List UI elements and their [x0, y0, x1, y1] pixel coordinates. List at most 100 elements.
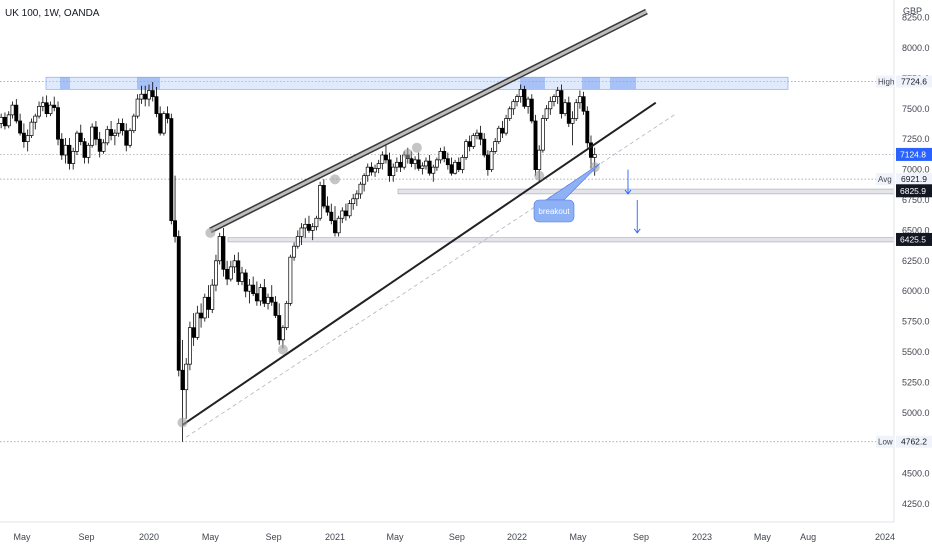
candle-body: [258, 287, 263, 302]
candle-body: [228, 266, 233, 280]
candle-body: [124, 130, 129, 146]
zone-touch-box: [582, 77, 600, 90]
candle-body: [416, 159, 421, 169]
candle-body: [511, 101, 516, 110]
candle-body: [221, 236, 226, 270]
level-name-bg: [876, 435, 895, 448]
candle-body: [109, 129, 114, 136]
candles: [0, 82, 597, 442]
candle-body: [577, 96, 582, 104]
level-value-avg: 6921.9: [901, 174, 927, 184]
zone-touch-box: [60, 77, 70, 90]
time-tick-label: May: [754, 532, 772, 542]
support-band-lower: [227, 237, 895, 243]
candle-body: [112, 132, 117, 136]
candle-body: [303, 223, 308, 229]
zone-touch-box: [610, 77, 636, 90]
candle-body: [380, 154, 385, 164]
candle-body: [574, 102, 579, 119]
candle-body: [14, 104, 19, 122]
price-tag-label: 6825.9: [900, 186, 926, 196]
candle-body: [325, 205, 330, 213]
candle-body: [394, 161, 399, 168]
price-tick-label: 4250.0: [902, 499, 930, 509]
candle-body: [496, 127, 501, 142]
candle-body: [247, 284, 252, 292]
chart-title: UK 100, 1W, OANDA: [5, 8, 100, 19]
price-tick-label: 5500.0: [902, 347, 930, 357]
candle-body: [288, 256, 293, 304]
candle-body: [67, 144, 72, 164]
time-tick-label: 2021: [325, 532, 345, 542]
breakout-pointer: [545, 163, 601, 201]
candle-body: [526, 98, 531, 107]
candle-body: [56, 107, 60, 140]
price-tick-label: 6250.0: [902, 256, 930, 266]
candle-body: [299, 227, 304, 237]
candle-body: [354, 193, 359, 200]
candle-body: [154, 96, 159, 115]
time-tick-label: 2023: [692, 532, 712, 542]
candle-body: [358, 183, 363, 195]
candle-body: [427, 160, 432, 174]
candle-body: [424, 160, 428, 167]
price-tag-label: 7124.8: [900, 149, 926, 159]
candle-body: [365, 166, 370, 177]
candle-body: [478, 132, 483, 140]
candle-body: [482, 138, 487, 156]
candle-body: [266, 296, 270, 304]
price-axis[interactable]: 4250.04500.04750.05000.05250.05500.05750…: [876, 0, 932, 522]
candle-body: [37, 106, 42, 117]
time-tick-label: May: [13, 532, 31, 542]
trendlines: [181, 8, 675, 438]
touch-circle: [277, 344, 288, 355]
candle-body: [493, 141, 498, 152]
candle-body: [240, 272, 244, 282]
candle-body: [398, 161, 403, 168]
zone-touch-box: [520, 77, 545, 90]
price-tick-label: 8250.0: [902, 13, 930, 23]
candle-body: [52, 104, 57, 108]
touch-circle: [330, 174, 340, 185]
candle-body: [391, 166, 396, 177]
candle-body: [217, 236, 222, 262]
candle-body: [75, 132, 79, 152]
candle-body: [120, 123, 125, 132]
candle-body: [254, 293, 259, 302]
candle-body: [236, 260, 241, 282]
candle-body: [71, 151, 76, 164]
candle-body: [173, 220, 177, 237]
time-tick-label: Sep: [449, 532, 465, 542]
price-tick-label: 8000.0: [902, 43, 930, 53]
candle-body: [343, 210, 348, 217]
time-tick-label: Sep: [266, 532, 282, 542]
time-tick-label: 2020: [139, 532, 159, 542]
time-axis[interactable]: May Sep 2020 May Sep 2021 May Sep 2022 May Sep 2023…: [0, 521, 895, 542]
candle-body: [460, 157, 465, 170]
candle-body: [78, 132, 83, 142]
candle-body: [150, 90, 155, 97]
candle-body: [522, 88, 527, 107]
candle-body: [232, 260, 237, 268]
candle-body: [292, 245, 297, 258]
price-tick-label: 4500.0: [902, 469, 930, 479]
candle-body: [139, 93, 144, 100]
candle-body: [161, 113, 166, 134]
candle-body: [533, 120, 538, 170]
candle-body: [93, 126, 98, 140]
candle-body: [21, 132, 26, 142]
breakout-box: [533, 199, 575, 223]
price-tick-label: 5750.0: [902, 317, 930, 327]
candle-body: [314, 217, 319, 228]
candle-body: [369, 166, 374, 173]
candle-body: [131, 115, 136, 132]
candle-body: [321, 185, 326, 207]
candle-body: [340, 210, 345, 219]
touch-circle: [177, 417, 188, 428]
time-tick-label: May: [202, 532, 220, 542]
time-tick-label: Aug: [800, 532, 816, 542]
resistance-zone: [45, 76, 789, 90]
candle-body: [262, 287, 267, 304]
candle-body: [347, 203, 352, 217]
